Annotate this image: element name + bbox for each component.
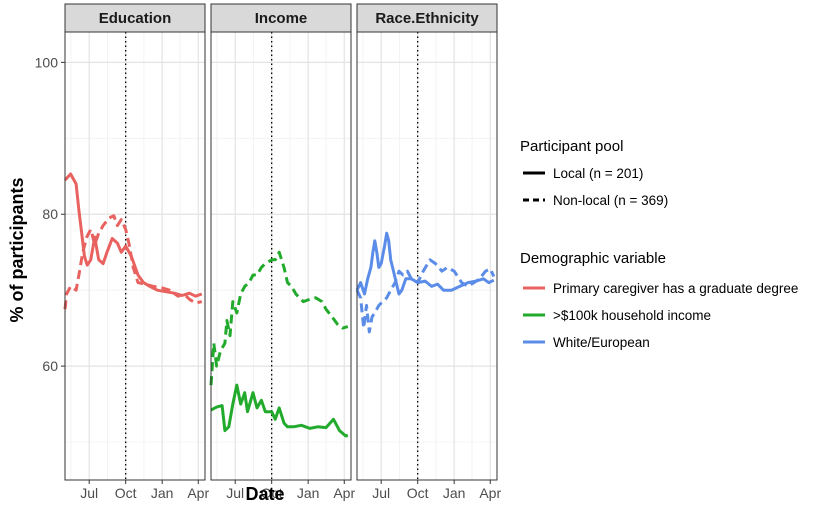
panel-background: [65, 32, 205, 480]
series-line-income-local: [210, 383, 349, 438]
series-line-education-non-local: [63, 214, 203, 310]
facet-panel-income: Income Jul Oct Jan Apr: [209, 3, 355, 501]
facet-panel-education: Education Jul Oct Jan Apr: [63, 3, 209, 501]
series-line-income-non-local: [209, 250, 349, 386]
facet-strip: [356, 3, 498, 33]
legend-label: White/European: [553, 335, 650, 350]
x-tick-label: Jul: [80, 485, 98, 501]
x-tick-label: Jan: [443, 485, 466, 501]
legend-label: >$100k household income: [553, 308, 711, 323]
x-tick-label: Oct: [407, 485, 429, 501]
y-tick-label: 60: [42, 358, 58, 374]
facet-strip: [210, 3, 352, 33]
x-tick-label: Apr: [187, 485, 209, 501]
x-tick-label: Jul: [372, 485, 390, 501]
legend-label: Local (n = 201): [553, 166, 643, 181]
y-tick-label: 100: [35, 54, 59, 70]
facet-strip-label: Education: [99, 10, 172, 27]
facet-strip-label: Income: [255, 10, 308, 27]
x-tick-label: Jan: [297, 485, 320, 501]
facet-strip: [64, 3, 206, 33]
legend: Participant pool Demographic variable Lo…: [520, 138, 798, 350]
x-tick-label: Apr: [333, 485, 355, 501]
series-line-race-ethnicity-local: [355, 231, 495, 296]
y-tick-label: 80: [42, 206, 58, 222]
legend-title-pool: Participant pool: [520, 138, 623, 155]
x-tick-label: Apr: [479, 485, 501, 501]
y-axis-title: % of participants: [7, 177, 27, 322]
x-axis-title: Date: [245, 484, 284, 504]
legend-title-demographic: Demographic variable: [520, 250, 666, 267]
legend-label: Non-local (n = 369): [553, 193, 668, 208]
x-tick-label: Oct: [115, 485, 137, 501]
panel-background: [357, 32, 497, 480]
x-tick-label: Jan: [151, 485, 174, 501]
y-axis: 60 80 100: [35, 54, 65, 374]
x-tick-label: Oct: [261, 485, 283, 501]
series-line-education-local: [63, 172, 203, 298]
x-tick-label: Jul: [226, 485, 244, 501]
facet-strip-label: Race.Ethnicity: [375, 10, 479, 27]
legend-label: Primary caregiver has a graduate degree: [553, 281, 798, 296]
series-line-race-ethnicity-non-local: [355, 258, 496, 334]
facet-panel-race-ethnicity: Race.Ethnicity Jul Oct Jan Apr: [355, 3, 501, 501]
